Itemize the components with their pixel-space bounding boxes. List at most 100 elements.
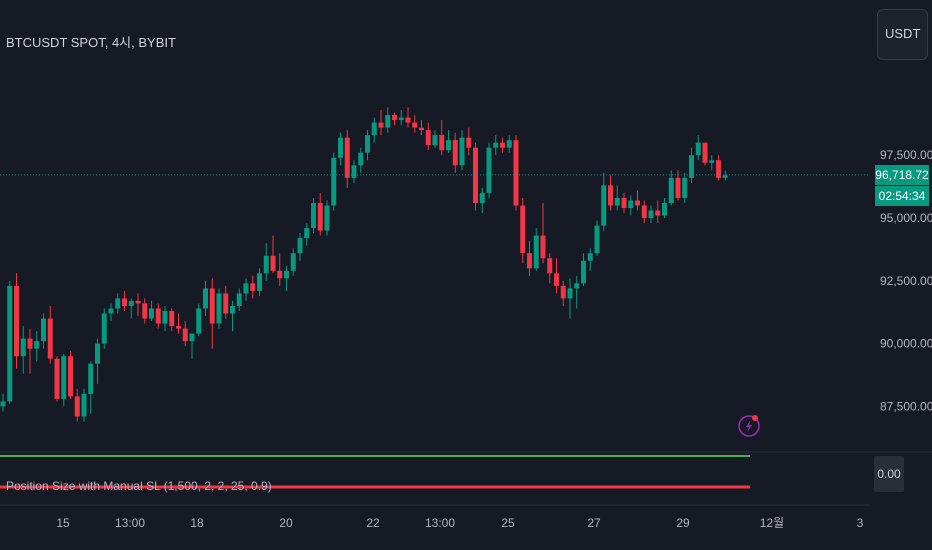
candle-body bbox=[277, 270, 283, 279]
candle-body bbox=[473, 147, 478, 203]
candle-body bbox=[81, 393, 87, 417]
x-tick-label: 18 bbox=[190, 516, 204, 530]
candle-body bbox=[203, 288, 208, 309]
candle-body bbox=[601, 185, 607, 226]
x-tick-label: 29 bbox=[676, 516, 690, 530]
candle-body bbox=[344, 137, 350, 178]
candle-body bbox=[635, 200, 640, 206]
x-tick-label: 12월 bbox=[760, 516, 784, 530]
y-tick-label: 87,500.00 bbox=[880, 399, 932, 413]
candle-body bbox=[385, 115, 391, 128]
time-axis: 15 13:00 18 20 22 13:00 25 27 29 12월 3 bbox=[56, 516, 863, 530]
candle-body bbox=[14, 285, 19, 357]
candle-body bbox=[446, 140, 451, 151]
x-tick-label: 20 bbox=[279, 516, 293, 530]
candle-body bbox=[567, 288, 573, 299]
candle-body bbox=[392, 115, 397, 121]
last-price-badge: 96,718.72 bbox=[875, 164, 929, 185]
candle-body bbox=[115, 298, 121, 309]
candle-body bbox=[101, 313, 107, 344]
candle-body bbox=[614, 197, 620, 206]
candle-body bbox=[493, 142, 499, 148]
candle-body bbox=[466, 137, 472, 148]
candle-body bbox=[398, 117, 404, 121]
candle-body bbox=[702, 142, 708, 163]
lightning-icon[interactable] bbox=[738, 415, 760, 437]
x-tick-label: 13:00 bbox=[425, 516, 455, 530]
candle-body bbox=[324, 205, 330, 231]
candle-body bbox=[716, 160, 721, 178]
candle-body bbox=[594, 225, 600, 254]
candle-body bbox=[533, 235, 539, 269]
candle-body bbox=[459, 137, 465, 166]
candle-body bbox=[540, 235, 546, 259]
candle-body bbox=[236, 293, 242, 306]
candle-body bbox=[74, 396, 80, 417]
candle-body bbox=[155, 308, 161, 324]
candle-body bbox=[7, 285, 13, 402]
candle-body bbox=[223, 293, 229, 314]
y-tick-label: 97,500.00 bbox=[880, 148, 932, 162]
candle-body bbox=[371, 122, 377, 136]
x-tick-label: 22 bbox=[366, 516, 380, 530]
candle-body bbox=[47, 318, 53, 359]
candle-body bbox=[95, 343, 100, 364]
candle-body bbox=[0, 401, 6, 407]
candle-body bbox=[648, 210, 654, 219]
candle-body bbox=[230, 305, 235, 314]
candle-body bbox=[412, 122, 418, 128]
candle-body bbox=[189, 333, 195, 342]
candle-body bbox=[500, 142, 505, 148]
candle-body bbox=[608, 185, 613, 206]
candle-body bbox=[216, 293, 222, 324]
currency-button[interactable]: USDT bbox=[877, 9, 928, 60]
candle-body bbox=[506, 140, 512, 148]
candle-body bbox=[243, 283, 249, 294]
candle-body bbox=[68, 356, 73, 397]
candle-body bbox=[621, 197, 627, 208]
candles-layer bbox=[0, 107, 728, 422]
indicator-value-badge: 0.00 bbox=[874, 456, 904, 492]
candle-body bbox=[439, 135, 445, 151]
candle-body bbox=[20, 338, 26, 357]
candle-body bbox=[270, 255, 276, 271]
candle-body bbox=[257, 273, 262, 291]
candle-body bbox=[263, 255, 269, 274]
x-tick-label: 13:00 bbox=[115, 516, 145, 530]
candle-body bbox=[122, 298, 127, 306]
price-axis: 87,500.00 90,000.00 92,500.00 95,000.00 97,5… bbox=[880, 148, 932, 413]
x-tick-label: 3 bbox=[857, 516, 864, 530]
candle-body bbox=[338, 137, 343, 158]
candle-body bbox=[695, 142, 701, 156]
candle-body bbox=[378, 122, 384, 128]
candle-body bbox=[108, 308, 114, 314]
candle-body bbox=[425, 130, 431, 146]
candle-body bbox=[331, 157, 337, 206]
candle-body bbox=[405, 117, 411, 123]
x-tick-label: 15 bbox=[56, 516, 70, 530]
candle-body bbox=[250, 283, 256, 291]
candle-body bbox=[554, 273, 559, 286]
x-tick-label: 25 bbox=[501, 516, 515, 530]
candle-body bbox=[209, 288, 215, 324]
candle-body bbox=[317, 202, 323, 231]
candle-body bbox=[675, 177, 681, 198]
candle-body bbox=[419, 127, 424, 131]
candle-body bbox=[662, 202, 667, 216]
candle-body bbox=[628, 200, 634, 208]
candle-body bbox=[27, 338, 33, 349]
candle-body bbox=[655, 210, 661, 216]
candle-body bbox=[61, 356, 67, 399]
candle-body bbox=[682, 177, 688, 198]
x-tick-label: 27 bbox=[587, 516, 601, 530]
y-tick-label: 95,000.00 bbox=[880, 211, 932, 225]
candle-body bbox=[513, 140, 519, 206]
candle-body bbox=[527, 253, 532, 269]
candle-body bbox=[41, 318, 46, 342]
candle-body bbox=[689, 155, 694, 178]
candle-body bbox=[142, 303, 148, 319]
indicator-label[interactable]: Position Size with Manual SL (1,500, 2, … bbox=[6, 479, 272, 493]
candle-body bbox=[358, 152, 364, 166]
candle-body bbox=[182, 328, 188, 342]
